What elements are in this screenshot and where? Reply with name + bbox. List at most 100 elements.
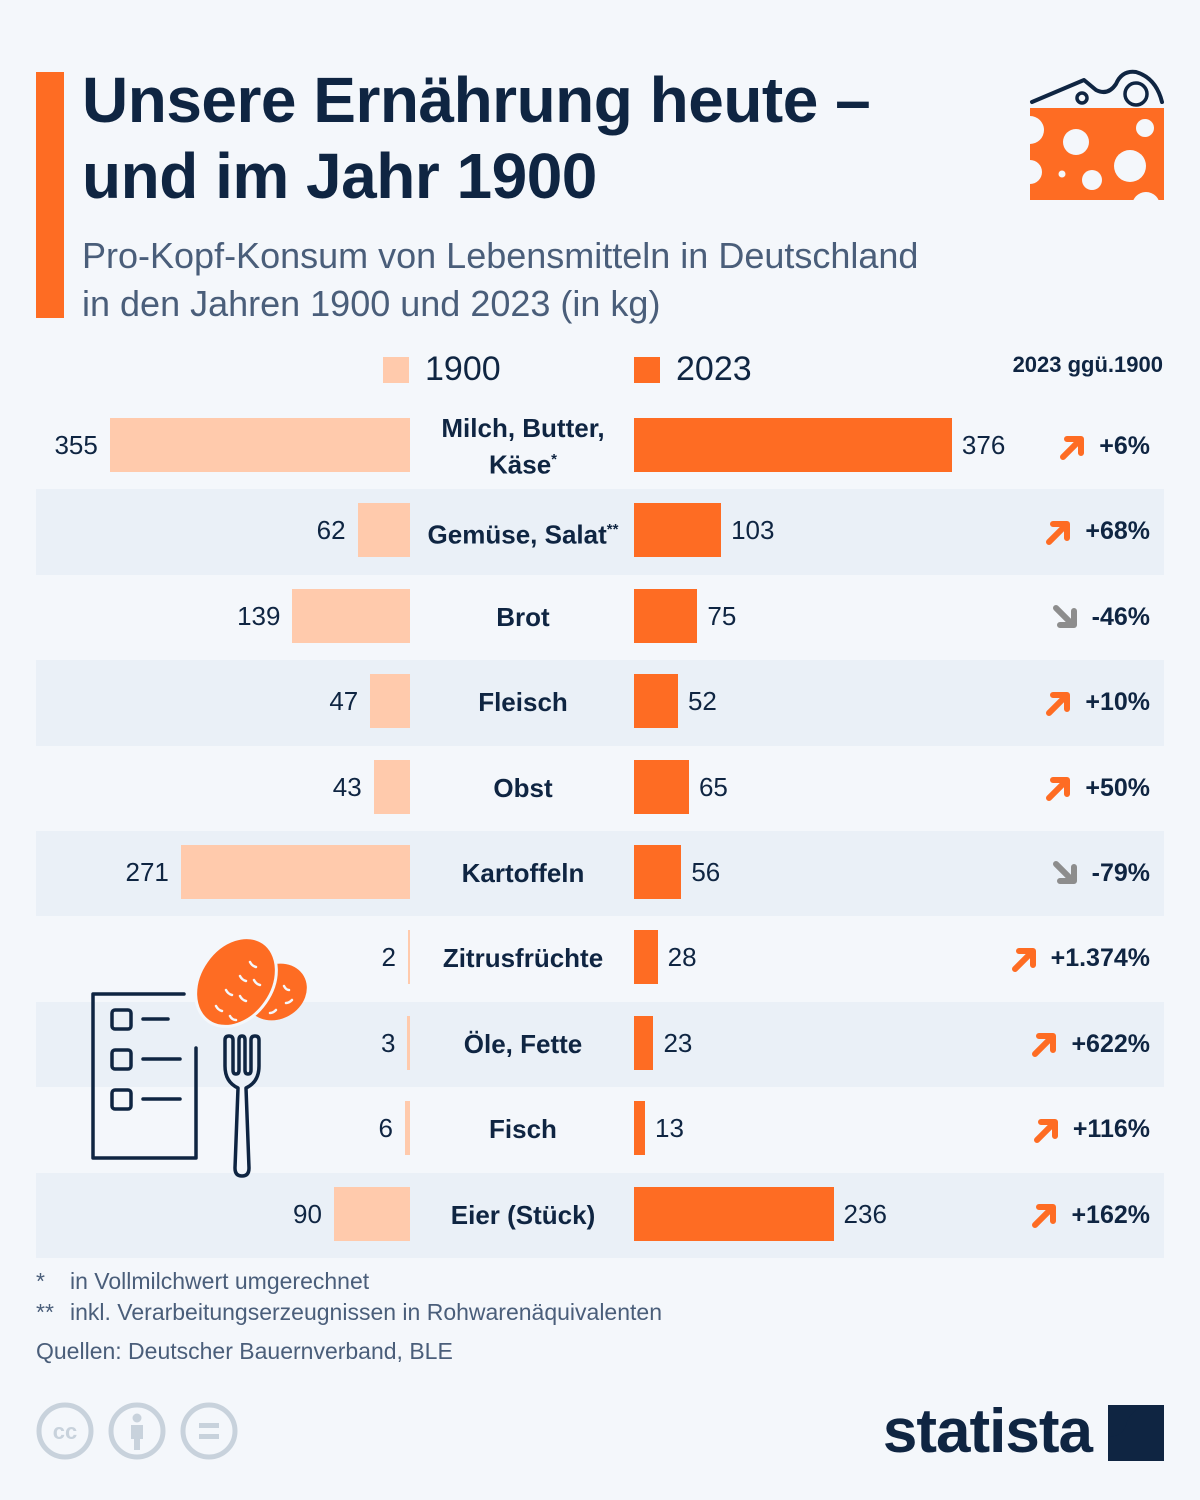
cc-icon[interactable]: cc <box>36 1402 94 1460</box>
legend-label-2023: 2023 <box>676 350 752 388</box>
footnote-2-text: inkl. Verarbeitungserzeugnissen in Rohwa… <box>70 1299 662 1325</box>
bar-2023 <box>634 930 658 985</box>
value-label-2023: 23 <box>663 1027 693 1058</box>
category-label: Kartoffeln <box>461 857 585 888</box>
change-indicator: -79% <box>1050 831 1150 916</box>
change-value: +10% <box>1085 688 1150 717</box>
arrow-up-icon <box>1011 947 1036 972</box>
license-icons[interactable]: cc <box>36 1402 238 1460</box>
change-indicator: +116% <box>1031 1087 1150 1172</box>
chart-row: 2 Zitrusfrüchte 28 +1.374% <box>36 916 1164 1001</box>
value-label-2023: 75 <box>707 600 737 631</box>
legend-swatch-2023 <box>634 356 660 383</box>
bar-2023 <box>634 674 678 729</box>
bar-2023 <box>634 1186 834 1241</box>
change-indicator: +6% <box>1057 404 1150 489</box>
footnote-2-mark: ** <box>36 1299 54 1325</box>
bar-2023 <box>634 588 698 643</box>
change-value: +1.374% <box>1050 944 1150 973</box>
chart-row: 271 Kartoffeln 56 -79% <box>36 830 1164 917</box>
bar-2023 <box>634 1101 645 1156</box>
change-value: +622% <box>1071 1029 1150 1058</box>
bar-1900 <box>357 503 410 558</box>
footnotes: * in Vollmilchwert umgerechnet ** inkl. Ve… <box>36 1266 662 1367</box>
category-label: Fisch <box>489 1114 557 1145</box>
change-column-header: 2023 ggü.1900 <box>1012 352 1163 377</box>
change-indicator: +68% <box>1043 489 1150 574</box>
change-value: -46% <box>1091 602 1150 631</box>
subtitle-line-1: Pro-Kopf-Konsum von Lebensmitteln in Deu… <box>82 235 919 276</box>
footnote-marker: * <box>551 450 557 468</box>
bar-1900 <box>407 1015 410 1070</box>
nd-icon[interactable] <box>180 1402 238 1460</box>
bar-1900 <box>373 759 410 814</box>
change-indicator: +162% <box>1029 1173 1150 1258</box>
footnote-1: * in Vollmilchwert umgerechnet <box>36 1266 662 1297</box>
legend-1900: 1900 <box>383 350 501 389</box>
arrow-up-icon <box>1033 1118 1058 1143</box>
source-note: Quellen: Deutscher Bauernverband, BLE <box>36 1338 453 1364</box>
bar-1900 <box>408 930 410 985</box>
arrow-down-icon <box>1052 605 1077 629</box>
page-title: Unsere Ernährung heute – und im Jahr 190… <box>82 62 871 214</box>
arrow-up-icon <box>1046 777 1071 802</box>
statista-logo-text: statista <box>882 1397 1093 1466</box>
legend-2023: 2023 <box>634 350 752 389</box>
category-label: Öle, Fette <box>463 1028 583 1059</box>
arrow-up-icon <box>1046 520 1071 545</box>
value-label-2023: 13 <box>654 1113 684 1144</box>
value-label-1900: 139 <box>237 600 281 631</box>
change-value: +68% <box>1085 517 1150 546</box>
menu-fork-potato-illustration <box>91 936 307 1178</box>
bar-2023 <box>634 418 952 472</box>
value-label-2023: 376 <box>961 430 1006 460</box>
value-label-1900: 47 <box>329 686 359 717</box>
bar-1900 <box>333 1186 410 1241</box>
value-label-1900: 6 <box>378 1113 393 1144</box>
change-indicator: -46% <box>1050 575 1150 660</box>
svg-text:cc: cc <box>53 1419 77 1444</box>
value-label-1900: 2 <box>381 942 396 973</box>
by-icon[interactable] <box>108 1402 166 1460</box>
change-indicator: +50% <box>1043 746 1150 831</box>
change-value: +6% <box>1099 432 1150 460</box>
value-label-1900: 62 <box>316 515 346 546</box>
value-label-1900: 3 <box>381 1027 396 1058</box>
footnote-1-mark: * <box>36 1268 45 1294</box>
chart-row: 62 Gemüse, Salat** 103 +68% <box>36 489 1164 575</box>
change-indicator: +622% <box>1029 1002 1150 1087</box>
value-label-2023: 52 <box>687 686 717 717</box>
value-label-2023: 28 <box>667 942 697 973</box>
change-value: +116% <box>1072 1115 1150 1144</box>
chart-row: 47 Fleisch 52 +10% <box>36 660 1164 746</box>
footnote-marker: ** <box>606 520 619 538</box>
category-label: Fleisch <box>478 687 568 718</box>
value-label-1900: 271 <box>125 856 169 887</box>
change-indicator: +1.374% <box>1009 916 1150 1001</box>
arrow-down-icon <box>1052 861 1077 885</box>
subtitle-line-2: in den Jahren 1900 und 2023 (in kg) <box>82 283 661 324</box>
title-line-1: Unsere Ernährung heute – <box>82 64 871 136</box>
change-value: -79% <box>1091 858 1150 887</box>
bar-2023 <box>634 844 682 899</box>
change-value: +162% <box>1071 1200 1150 1229</box>
statista-logo[interactable]: statista <box>883 1396 1164 1467</box>
title-line-2: und im Jahr 1900 <box>82 140 597 212</box>
arrow-up-icon <box>1032 1033 1057 1058</box>
bar-1900 <box>404 1101 410 1156</box>
arrow-up-icon <box>1060 435 1085 460</box>
category-label: Eier (Stück) <box>450 1199 596 1230</box>
bar-2023 <box>634 1015 654 1070</box>
value-label-1900: 355 <box>54 430 98 460</box>
value-label-1900: 90 <box>292 1198 322 1229</box>
footnote-2: ** inkl. Verarbeitungserzeugnissen in Roh… <box>36 1297 662 1328</box>
category-label: Milch, Butter, Käse* <box>441 412 605 480</box>
value-label-2023: 236 <box>843 1198 887 1229</box>
arrow-up-icon <box>1032 1204 1057 1229</box>
bar-1900 <box>370 674 410 729</box>
chart-row: 139 Brot 75 -46% <box>36 575 1164 660</box>
category-label: Brot <box>496 601 550 632</box>
category-label: Gemüse, Salat** <box>427 519 619 550</box>
category-label: Zitrusfrüchte <box>442 943 604 974</box>
bar-1900 <box>109 418 410 472</box>
